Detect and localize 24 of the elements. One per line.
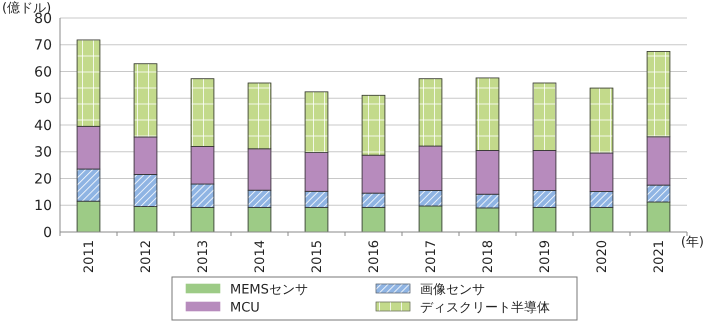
y-tick-label: 10 (34, 198, 52, 214)
x-tick-label: 2021 (652, 240, 668, 274)
x-tick-label: 2014 (253, 240, 268, 274)
y-tick-label: 40 (34, 118, 52, 134)
y-tick-label: 60 (34, 64, 52, 80)
x-tick-label: 2011 (82, 240, 98, 274)
x-tick-label: 2015 (310, 240, 326, 274)
y-tick-label: 20 (34, 171, 52, 188)
y-tick-label: 70 (34, 38, 52, 54)
x-tick-label: 2016 (367, 240, 382, 274)
x-tick-label: 2018 (481, 240, 496, 274)
x-tick-label: 2020 (595, 240, 610, 274)
y-tick-label: 50 (34, 91, 52, 108)
legend-label: MCU (230, 300, 260, 316)
x-tick-label: 2012 (139, 240, 154, 274)
x-tick-label: 2013 (196, 240, 212, 274)
legend-label: ディスクリート半導体 (420, 300, 550, 316)
legend-label: MEMSセンサ (230, 282, 308, 298)
x-axis-title: (年) (680, 235, 704, 250)
legend-label: 画像センサ (420, 282, 485, 298)
x-tick-label: 2019 (538, 240, 554, 274)
y-tick-label: 0 (43, 224, 52, 241)
x-tick-label: 2017 (424, 240, 440, 274)
y-tick-label: 30 (34, 144, 52, 161)
